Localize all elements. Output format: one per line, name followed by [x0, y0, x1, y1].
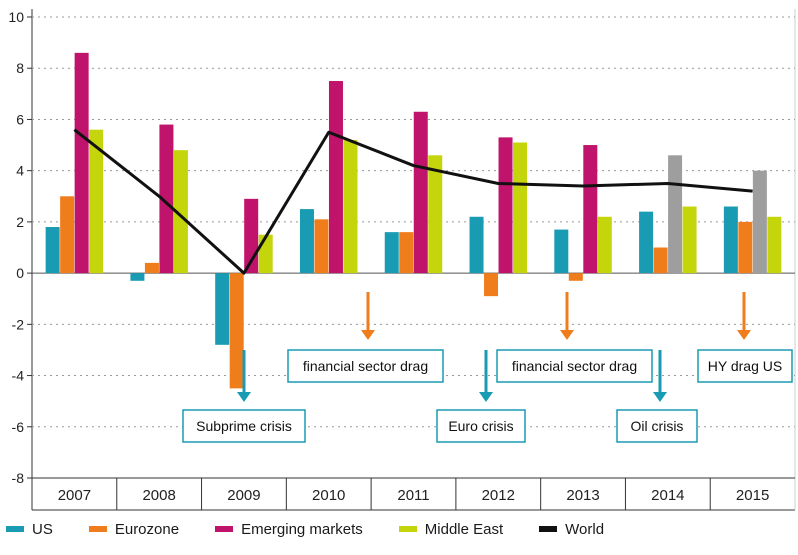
x-tick-label: 2014	[651, 487, 684, 504]
y-tick-label: -8	[12, 470, 25, 486]
legend-label-world: World	[565, 520, 605, 538]
x-tick-label: 2008	[142, 487, 175, 504]
legend-item-world: World	[539, 521, 604, 538]
legend-label-emerging-markets: Emerging markets	[241, 520, 363, 538]
bar-emerging-markets	[583, 145, 598, 274]
legend-swatch-us	[6, 526, 24, 532]
bar-middle-east	[173, 150, 188, 274]
annotation-box	[697, 349, 793, 383]
annotation-box	[182, 409, 306, 443]
bar-eurozone	[229, 273, 244, 389]
bar-middle-east	[89, 129, 104, 274]
bar-eurozone	[653, 247, 668, 274]
bar-emerging-markets	[74, 52, 89, 274]
annotation-box	[287, 349, 444, 383]
annotation-arrow-head	[479, 392, 493, 402]
annotation-arrow-head	[237, 392, 251, 402]
annotation-label: Subprime crisis	[196, 418, 292, 434]
bar-emerging-markets	[413, 111, 428, 274]
bar-middle-east	[428, 155, 443, 274]
bar-us	[469, 216, 484, 274]
bar-eurozone	[399, 232, 414, 274]
bar-eurozone	[568, 273, 583, 281]
y-tick-label: 8	[16, 60, 24, 76]
annotation-box	[436, 409, 526, 443]
bar-middle-east	[513, 142, 528, 274]
annotation-box	[496, 349, 653, 383]
bar-us	[554, 229, 569, 274]
bar-us	[384, 232, 399, 274]
bar-middle-east	[682, 206, 697, 274]
bar-us	[639, 211, 654, 274]
legend-swatch-world	[539, 526, 558, 532]
bar-eurozone	[144, 262, 159, 274]
bar-eurozone	[314, 219, 329, 274]
y-tick-label: 4	[16, 163, 24, 179]
legend-item-middle-east: Middle East	[398, 520, 504, 538]
bar-emerging-markets	[498, 137, 513, 274]
bar-eurozone	[484, 273, 499, 297]
x-tick-label: 2013	[566, 487, 599, 504]
annotation-label: financial sector drag	[303, 358, 428, 374]
bar-emerging-markets	[668, 155, 683, 274]
annotation-arrow-head	[737, 330, 751, 340]
bar-us	[723, 206, 738, 274]
bar-emerging-markets	[752, 170, 767, 274]
bar-middle-east	[343, 139, 358, 274]
legend-label-eurozone: Eurozone	[114, 520, 180, 538]
legend-swatch-emerging-markets	[215, 526, 234, 532]
annotation-arrow-head	[653, 392, 667, 402]
bar-eurozone	[60, 196, 75, 274]
legend-item-emerging-markets: Emerging markets	[215, 521, 363, 538]
bar-us	[45, 227, 60, 274]
bar-middle-east	[258, 234, 273, 274]
legend-item-us: US	[6, 521, 53, 538]
annotation-box	[616, 409, 698, 443]
y-tick-label: -2	[12, 316, 25, 332]
bar-us	[299, 209, 314, 274]
bar-us	[130, 273, 145, 281]
x-tick-label: 2015	[736, 487, 769, 504]
x-tick-label: 2009	[227, 487, 260, 504]
legend-swatch-eurozone	[88, 526, 107, 532]
bar-emerging-markets	[159, 124, 174, 274]
bar-middle-east	[597, 216, 612, 274]
annotation-label: financial sector drag	[512, 358, 637, 374]
x-tick-label: 2010	[312, 487, 345, 504]
legend-label-us: US	[32, 520, 53, 538]
bar-emerging-markets	[328, 81, 343, 274]
annotation-label: Euro crisis	[448, 418, 513, 434]
legend-label-middle-east: Middle East	[424, 520, 504, 538]
annotation-label: HY drag US	[708, 358, 782, 374]
legend: US Eurozone Emerging markets Middle East…	[6, 514, 640, 544]
bar-middle-east	[767, 216, 782, 274]
y-tick-label: 0	[16, 265, 24, 281]
x-tick-label: 2007	[58, 487, 91, 504]
y-tick-label: 10	[8, 9, 24, 25]
annotation-arrow-head	[560, 330, 574, 340]
annotation-label: Oil crisis	[631, 418, 684, 434]
legend-item-eurozone: Eurozone	[88, 520, 180, 538]
bar-eurozone	[738, 221, 753, 274]
annotation-arrow-head	[361, 330, 375, 340]
y-tick-label: 2	[16, 214, 24, 230]
bar-us	[215, 273, 230, 345]
y-tick-label: -4	[12, 368, 25, 384]
line-world	[73, 128, 753, 275]
y-tick-label: -6	[12, 419, 25, 435]
x-tick-label: 2012	[482, 487, 515, 504]
x-tick-label: 2011	[397, 487, 429, 504]
y-tick-label: 6	[16, 111, 24, 127]
legend-swatch-middle-east	[398, 526, 417, 532]
